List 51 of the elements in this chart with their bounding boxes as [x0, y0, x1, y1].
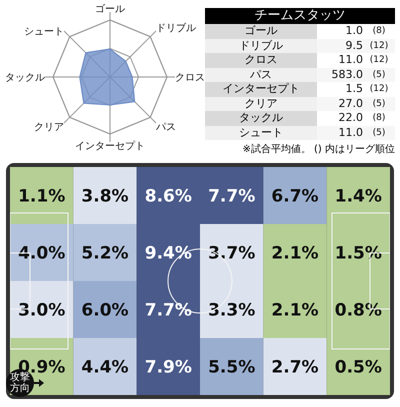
data-label: (12) [363, 38, 395, 53]
category-label: ドリブル [205, 38, 317, 53]
data-label: 4.0% [18, 244, 66, 264]
text: ※試合平均値。 () 内はリーグ順位 [241, 142, 395, 156]
spoke-label: パス [154, 122, 176, 134]
data-label: 7.9% [144, 358, 192, 378]
category-label: シュート [205, 126, 317, 140]
annotation: 攻撃方向 [10, 372, 30, 394]
data-label: (5) [363, 68, 395, 82]
category-label: インターセプト [205, 82, 317, 96]
spoke-label: シュート [24, 26, 64, 38]
data-label: 27.0 [317, 96, 363, 111]
data-label: 9.5 [317, 38, 363, 53]
data-label: 1.4% [334, 186, 382, 206]
data-label: 1.5% [334, 244, 382, 264]
data-label: 5.5% [208, 358, 256, 378]
data-label: 11.0 [317, 126, 363, 140]
data-label: 7.7% [208, 186, 256, 206]
data-label: (5) [363, 126, 395, 140]
data-label: 6.0% [81, 300, 129, 320]
data-label: 4.4% [81, 358, 129, 378]
data-label: 1.0 [317, 24, 363, 38]
data-label: 0.5% [334, 358, 382, 378]
data-label: 2.1% [271, 300, 319, 320]
data-label: (5) [363, 96, 395, 111]
data-label: 3.3% [208, 300, 256, 320]
data-label: 0.8% [334, 300, 382, 320]
spoke-label: ドリブル [156, 22, 196, 34]
data-label: 5.2% [81, 244, 129, 264]
data-label: 2.7% [271, 358, 319, 378]
text: チームスタッツ [205, 8, 395, 24]
data-label: 3.8% [81, 186, 129, 206]
spoke-label: クリア [34, 122, 64, 134]
category-label: ゴール [205, 24, 317, 38]
category-label: パス [205, 68, 317, 82]
category-label: クロス [205, 53, 317, 68]
data-label: 7.7% [144, 300, 192, 320]
spoke-label: インターセプト [75, 140, 145, 152]
data-label: 8.6% [144, 186, 192, 206]
data-label: 2.1% [271, 244, 319, 264]
data-label: 1.1% [18, 186, 66, 206]
category-label: クリア [205, 96, 317, 111]
spoke-label: クロス [175, 72, 205, 84]
data-label: 3.7% [208, 244, 256, 264]
data-label: 583.0 [317, 68, 363, 82]
category-label: タックル [205, 111, 317, 126]
data-label: 3.0% [18, 300, 66, 320]
spoke-label: ゴール [95, 3, 125, 15]
data-label: 6.7% [271, 186, 319, 206]
data-label: 1.5 [317, 82, 363, 96]
spoke-label: タックル [5, 72, 45, 84]
